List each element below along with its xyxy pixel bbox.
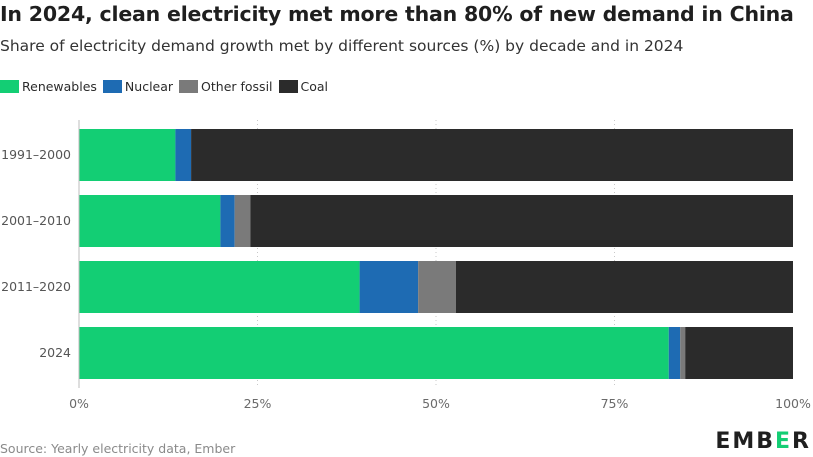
bar-nuclear-3 bbox=[668, 327, 681, 379]
legend-item-renewables: Renewables bbox=[0, 79, 97, 94]
category-label-3: 2024 bbox=[39, 345, 71, 360]
bar-renewables-0 bbox=[79, 129, 176, 181]
legend-item-coal: Coal bbox=[278, 79, 329, 94]
bar-nuclear-0 bbox=[175, 129, 192, 181]
x-tick-label-0: 0% bbox=[69, 396, 89, 411]
legend-label-coal: Coal bbox=[300, 79, 329, 94]
legend-swatch-coal bbox=[278, 80, 298, 93]
bar-nuclear-1 bbox=[220, 195, 235, 247]
bar-renewables-1 bbox=[79, 195, 221, 247]
category-label-1: 2001–2010 bbox=[1, 213, 71, 228]
bar-nuclear-2 bbox=[359, 261, 419, 313]
legend-item-other-fossil: Other fossil bbox=[179, 79, 273, 94]
bar-other-fossil-1 bbox=[234, 195, 251, 247]
chart-title: In 2024, clean electricity met more than… bbox=[0, 2, 794, 26]
legend-item-nuclear: Nuclear bbox=[102, 79, 174, 94]
bar-other-fossil-3 bbox=[680, 327, 686, 379]
x-tick-label-100: 100% bbox=[775, 396, 811, 411]
bar-coal-1 bbox=[250, 195, 794, 247]
legend-swatch-renewables bbox=[0, 80, 19, 93]
legend: Renewables Nuclear Other fossil Coal bbox=[0, 79, 334, 94]
bar-coal-3 bbox=[685, 327, 793, 379]
legend-label-renewables: Renewables bbox=[22, 79, 97, 94]
x-tick-label-50: 50% bbox=[422, 396, 450, 411]
bar-renewables-3 bbox=[79, 327, 669, 379]
legend-label-nuclear: Nuclear bbox=[124, 79, 174, 94]
x-tick-label-75: 75% bbox=[601, 396, 629, 411]
legend-swatch-nuclear bbox=[102, 80, 122, 93]
legend-label-other-fossil: Other fossil bbox=[201, 79, 273, 94]
ember-logo: EMBER bbox=[715, 429, 811, 454]
category-label-0: 1991–2000 bbox=[1, 147, 71, 162]
bar-other-fossil-2 bbox=[418, 261, 456, 313]
category-label-2: 2011–2020 bbox=[1, 279, 71, 294]
bar-coal-0 bbox=[191, 129, 793, 181]
chart-subtitle: Share of electricity demand growth met b… bbox=[0, 37, 684, 55]
bar-coal-2 bbox=[455, 261, 793, 313]
legend-swatch-other-fossil bbox=[179, 80, 199, 93]
x-tick-label-25: 25% bbox=[244, 396, 272, 411]
bar-renewables-2 bbox=[79, 261, 360, 313]
source-note: Source: Yearly electricity data, Ember bbox=[0, 441, 236, 456]
